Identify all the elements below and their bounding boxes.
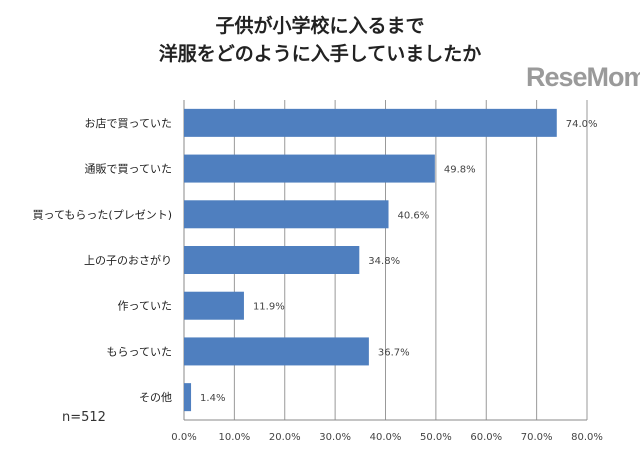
x-tick-label: 60.0%: [470, 432, 502, 443]
title-line-1: 子供が小学校に入るまで: [215, 15, 425, 37]
data-label: 1.4%: [200, 393, 225, 404]
bar: [184, 246, 360, 274]
x-tick-label: 50.0%: [420, 432, 452, 443]
category-label: その他: [139, 391, 172, 404]
bar: [184, 108, 557, 137]
category-label: お店で買っていた: [85, 116, 172, 130]
bar: [184, 337, 369, 366]
bar: [184, 200, 389, 229]
data-label: 11.9%: [253, 302, 285, 313]
data-label: 34.8%: [368, 256, 400, 267]
category-label: 買ってもらった(プレゼント): [33, 208, 172, 221]
x-tick-label: 30.0%: [319, 432, 351, 443]
data-label: 36.7%: [378, 347, 410, 358]
category-label: 通販で買っていた: [85, 163, 172, 176]
x-tick-label: 0.0%: [171, 432, 196, 443]
x-tick-label: 40.0%: [370, 432, 402, 443]
category-label: 上の子のおさがり: [84, 253, 172, 267]
x-tick-label: 70.0%: [521, 432, 553, 443]
resemom-logo: ReseMom: [526, 62, 640, 92]
x-tick-label: 20.0%: [269, 432, 301, 443]
bar: [184, 291, 244, 320]
bar: [184, 383, 192, 412]
title-line-2: 洋服をどのように入手していましたか: [158, 43, 482, 65]
bar: [184, 154, 435, 183]
category-label: 作っていた: [118, 300, 172, 313]
x-tick-label: 10.0%: [218, 432, 250, 443]
data-label: 40.6%: [398, 210, 430, 221]
data-label: 49.8%: [444, 165, 476, 176]
data-label: 74.0%: [566, 119, 598, 130]
x-tick-label: 80.0%: [571, 432, 603, 443]
sample-size-note: n=512: [62, 410, 106, 425]
category-label: もらっていた: [107, 345, 172, 358]
chart-title: 子供が小学校に入るまで 洋服をどのように入手していましたか: [140, 12, 500, 68]
